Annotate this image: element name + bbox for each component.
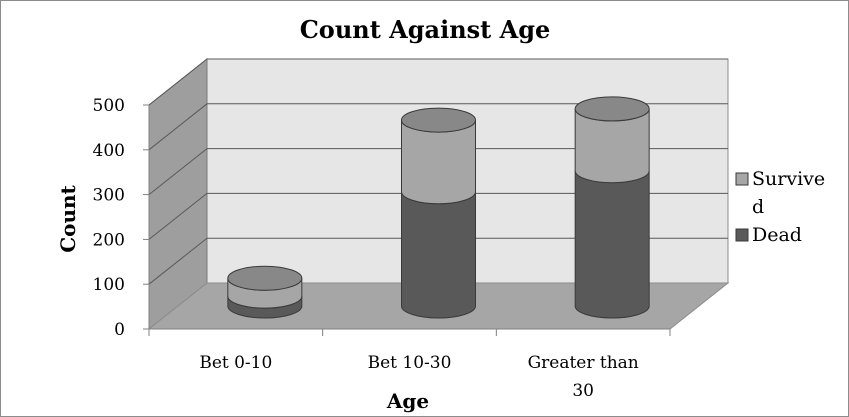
legend-label: Dead — [752, 224, 802, 246]
bar-top-cap — [401, 107, 476, 133]
gridline — [148, 103, 728, 151]
x-tick-label: Greater than 30 — [528, 353, 639, 401]
bar-stack — [227, 265, 303, 319]
bar-stack — [574, 96, 650, 319]
legend-swatch — [735, 228, 749, 242]
y-tick-label: 300 — [93, 186, 125, 206]
x-axis-title: Age — [386, 389, 429, 413]
gridline — [148, 237, 728, 285]
x-tick-label: Bet 10-30 — [368, 353, 452, 373]
side-wall — [148, 57, 208, 331]
y-tick-label: 100 — [93, 275, 125, 295]
legend-label: Survive d — [752, 168, 825, 218]
gridline — [148, 58, 728, 106]
bar-top-cap — [574, 96, 650, 122]
x-tick-label: Bet 0-10 — [199, 353, 272, 373]
y-tick-label: 0 — [114, 320, 125, 340]
legend: Survive d Dead — [735, 168, 825, 246]
bar-segment — [401, 191, 476, 319]
legend-swatch — [735, 172, 749, 186]
y-tick-label: 200 — [93, 230, 125, 250]
bar-stack — [401, 107, 476, 319]
bar-segment — [401, 120, 476, 205]
bar-top-cap — [227, 265, 303, 291]
chart-title: Count Against Age — [300, 15, 551, 44]
y-tick-label: 500 — [93, 96, 125, 116]
gridline — [148, 192, 728, 240]
gridline — [148, 148, 728, 195]
bar-segment — [574, 170, 650, 319]
y-axis-title: Count — [56, 184, 80, 252]
y-tick-label: 400 — [93, 141, 125, 161]
